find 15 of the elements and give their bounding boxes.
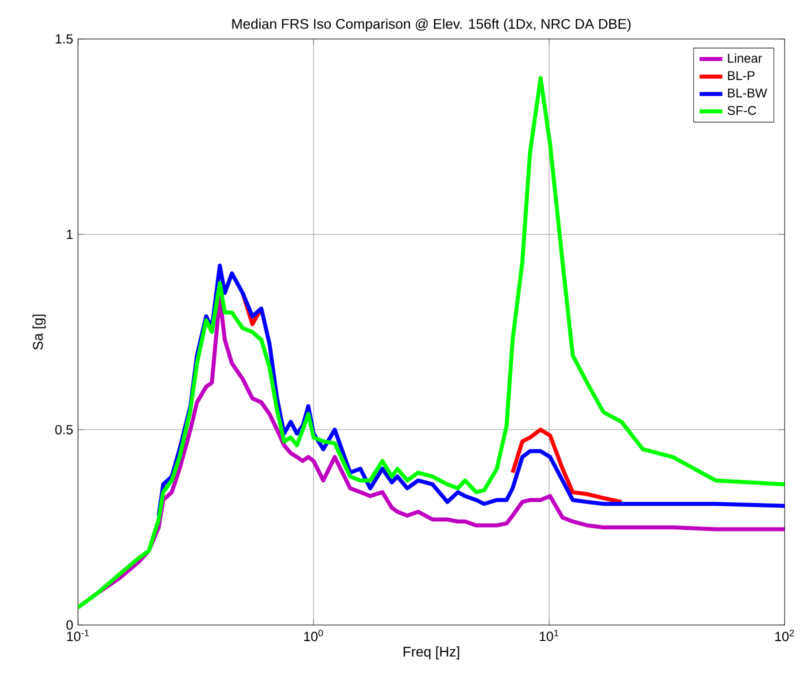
y-tick-label: 1.5 [56,34,73,44]
y-axis-title: Sa [g] [32,314,46,350]
x-tick-label: 10$^{-1}$ [67,630,89,642]
legend-label: BL-P [728,71,755,80]
legend-label: SF-C [728,106,756,115]
legend-label: BL-BW [728,88,768,98]
legend-label: Linear [728,53,762,63]
x-tick-label: 10$^{2}$ [775,630,794,642]
x-tick-label: 10$^{1}$ [540,630,558,642]
chart-title: Median FRS Iso Comparison @ Elev. 156ft (1Dx, NRC DA DBE) [232,18,631,32]
y-tick-label: 1 [66,230,73,239]
y-tick-label: 0.5 [55,424,73,434]
x-axis-title: Freq [Hz] [404,646,460,660]
y-tick-label: 0 [66,620,73,630]
x-tick-label: 10$^{0}$ [304,630,323,642]
